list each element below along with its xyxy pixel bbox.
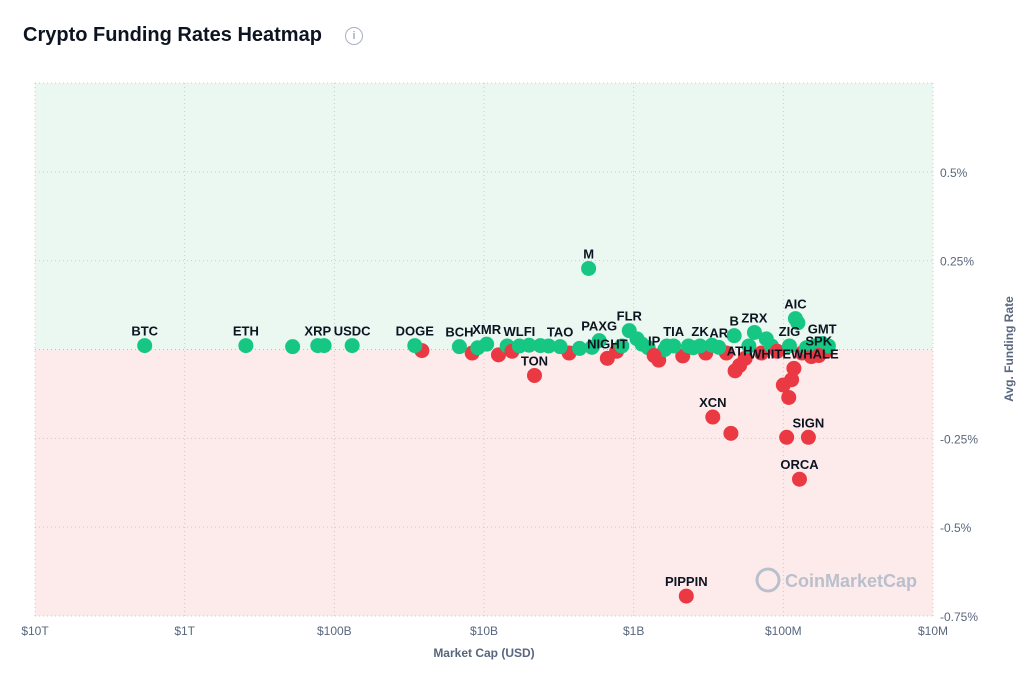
point-label: BTC [131, 324, 158, 339]
page-title: Crypto Funding Rates Heatmap [23, 24, 322, 46]
point-label: BCH [445, 325, 473, 340]
data-point-zrx [746, 324, 762, 340]
data-point-sign [800, 429, 816, 445]
data-point-xcn [705, 409, 721, 425]
data-point-usdc [344, 338, 360, 354]
data-point-aic [787, 311, 803, 327]
data-point-tao [552, 339, 568, 355]
x-tick-label: $100B [317, 624, 352, 638]
data-point-ar [711, 339, 727, 355]
data-point [614, 338, 630, 354]
point-label: PAXG [581, 319, 617, 334]
y-axis-label: Avg. Funding Rate [1002, 296, 1016, 402]
data-point [779, 429, 795, 445]
data-point-tia [666, 338, 682, 354]
data-point-xmr [479, 336, 495, 352]
y-tick-label: 0.25% [940, 255, 974, 269]
data-point [541, 338, 557, 354]
point-label: FLR [617, 309, 643, 324]
data-point-paxg [591, 333, 607, 349]
x-tick-label: $1T [174, 624, 195, 638]
x-tick-label: $10M [918, 624, 948, 638]
point-label: ETH [233, 324, 259, 339]
data-point-wlfi [511, 338, 527, 354]
x-tick-label: $10T [21, 624, 49, 638]
point-label: M [583, 246, 594, 261]
data-point [723, 425, 739, 441]
data-point-whitewhale [786, 360, 802, 376]
point-label: USDC [334, 324, 371, 339]
data-point-night [599, 350, 615, 366]
data-point-eth [238, 338, 254, 354]
coinmarketcap-logo-icon [755, 567, 781, 593]
watermark: CoinMarketCap [785, 571, 917, 591]
point-label: ZK [691, 324, 709, 339]
data-point [784, 372, 800, 388]
data-point [285, 339, 301, 355]
point-label: DOGE [396, 324, 435, 339]
data-point-ip [646, 348, 662, 364]
data-point-btc [137, 338, 153, 354]
point-label: ORCA [780, 457, 819, 472]
point-label: SPK [805, 334, 832, 349]
point-label: AR [709, 325, 728, 340]
data-point-doge [407, 338, 423, 354]
y-tick-label: -0.5% [940, 521, 972, 535]
data-point-zig [781, 338, 797, 354]
data-point-pippin [678, 588, 694, 604]
point-label: ZRX [741, 310, 767, 325]
data-point [572, 340, 588, 356]
data-point [769, 343, 785, 359]
data-point-bch [451, 339, 467, 355]
point-label: XMR [472, 322, 502, 337]
x-tick-label: $10B [470, 624, 498, 638]
data-point-zk [692, 338, 708, 354]
point-label: TAO [547, 325, 573, 340]
x-tick-label: $1B [623, 624, 644, 638]
info-icon[interactable]: i [345, 27, 363, 45]
x-tick-label: $100M [765, 624, 802, 638]
point-label: TON [521, 353, 548, 368]
point-label: B [729, 314, 738, 329]
data-point-orca [791, 471, 807, 487]
data-point-m [581, 260, 597, 276]
data-point [741, 338, 757, 354]
point-label: XCN [699, 395, 726, 410]
data-point-gmt [814, 335, 830, 351]
y-tick-label: -0.25% [940, 432, 978, 446]
point-label: ATH [727, 343, 753, 358]
point-label: NIGHT [587, 336, 628, 351]
data-point-ton [526, 367, 542, 383]
data-point-xrp [310, 338, 326, 354]
data-point-flr [621, 323, 637, 339]
x-axis-label: Market Cap (USD) [433, 646, 534, 660]
point-label: GMT [808, 321, 837, 336]
y-tick-label: -0.75% [940, 610, 978, 624]
data-point [781, 389, 797, 405]
data-point-ath [732, 357, 748, 373]
point-label: ZIG [779, 324, 801, 339]
y-tick-label: 0.5% [940, 166, 968, 180]
point-label: SIGN [793, 415, 825, 430]
point-label: IP [648, 334, 661, 349]
point-label: PIPPIN [665, 574, 708, 589]
data-point-b [726, 328, 742, 344]
point-label: WHITEWHALE [749, 346, 839, 361]
point-label: WLFI [504, 324, 536, 339]
data-point-spk [811, 348, 827, 364]
point-label: TIA [663, 324, 685, 339]
point-label: XRP [304, 324, 331, 339]
point-label: AIC [784, 297, 807, 312]
